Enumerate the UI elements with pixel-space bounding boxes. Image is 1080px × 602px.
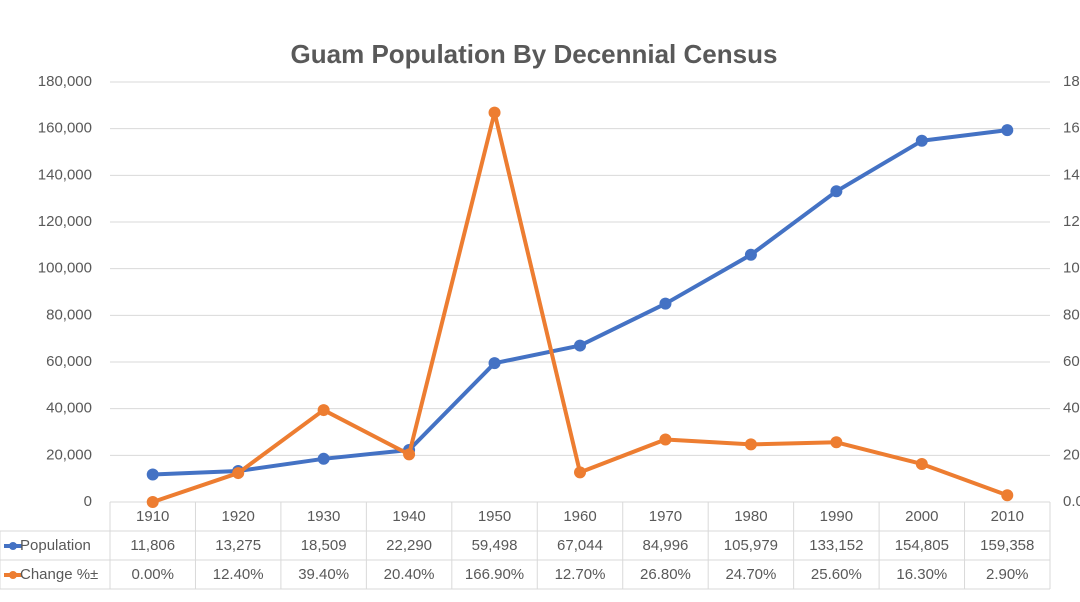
x-tick-label: 1930 [307, 508, 340, 525]
marker [744, 438, 757, 451]
table-value: 11,806 [130, 537, 175, 554]
y2-tick-label: 140.00% [1063, 166, 1080, 183]
y-tick-label: 40,000 [46, 400, 92, 417]
x-tick-label: 1960 [563, 508, 596, 525]
marker [659, 433, 672, 446]
legend-key-marker [9, 571, 17, 579]
table-value: 12.70% [555, 566, 606, 583]
table-value: 2.90% [986, 566, 1029, 583]
legend-label: Change %± [20, 566, 98, 583]
y-tick-label: 100,000 [38, 260, 92, 277]
marker [1001, 489, 1014, 502]
y2-tick-label: 40.00% [1063, 400, 1080, 417]
table-value: 25.60% [811, 566, 862, 583]
marker [146, 468, 159, 481]
table-value: 105,979 [724, 537, 778, 554]
marker [830, 436, 843, 449]
marker [659, 297, 672, 310]
marker [488, 357, 501, 370]
y-tick-label: 0 [84, 493, 92, 510]
table-value: 67,044 [557, 537, 603, 554]
table-value: 84,996 [643, 537, 689, 554]
marker [574, 466, 586, 479]
marker [317, 452, 330, 465]
table-value: 18,509 [301, 537, 347, 554]
table-value: 59,498 [472, 537, 518, 554]
marker [1001, 124, 1014, 137]
y-tick-label: 60,000 [46, 353, 92, 370]
series-line [152, 128, 1008, 477]
y2-tick-label: 60.00% [1063, 353, 1080, 370]
table-value: 0.00% [131, 566, 174, 583]
table-value: 133,152 [809, 537, 863, 554]
marker [146, 496, 159, 508]
table-value: 166.90% [465, 566, 524, 583]
y2-tick-label: 80.00% [1063, 306, 1080, 323]
x-tick-label: 1950 [478, 508, 511, 525]
marker [830, 185, 843, 198]
x-tick-label: 1910 [136, 508, 169, 525]
y2-tick-label: 100.00% [1063, 260, 1080, 277]
legend-label: Population [20, 537, 91, 554]
marker [744, 248, 757, 261]
x-tick-label: 1970 [649, 508, 682, 525]
table-value: 154,805 [895, 537, 949, 554]
y2-tick-label: 160.00% [1063, 120, 1080, 137]
marker [317, 404, 330, 417]
y-tick-label: 160,000 [38, 120, 92, 137]
table-value: 13,275 [215, 537, 261, 554]
y-tick-label: 140,000 [38, 166, 92, 183]
table-value: 12.40% [213, 566, 264, 583]
legend-key-marker [9, 542, 17, 550]
marker [232, 467, 245, 480]
x-tick-label: 1990 [820, 508, 853, 525]
marker [488, 106, 501, 119]
table-value: 26.80% [640, 566, 691, 583]
marker [915, 457, 928, 470]
marker [915, 134, 928, 147]
table-value: 22,290 [386, 537, 432, 554]
y-tick-label: 80,000 [46, 306, 92, 323]
table-value: 16.30% [896, 566, 947, 583]
table-value: 39.40% [298, 566, 349, 583]
y2-tick-label: 120.00% [1063, 213, 1080, 230]
chart-title: Guam Population By Decennial Census [291, 39, 778, 69]
table-value: 159,358 [980, 537, 1034, 554]
x-tick-label: 2000 [905, 508, 938, 525]
y-tick-label: 180,000 [38, 73, 92, 90]
marker [574, 339, 586, 352]
x-tick-label: 1920 [221, 508, 254, 525]
y2-tick-label: 0.00% [1063, 493, 1080, 510]
marker [403, 448, 416, 461]
y2-tick-label: 20.00% [1063, 446, 1080, 463]
y2-tick-label: 180.00% [1063, 73, 1080, 90]
series-line [152, 110, 1008, 504]
x-tick-label: 1940 [392, 508, 425, 525]
table-value: 20.40% [384, 566, 435, 583]
y-tick-label: 120,000 [38, 213, 92, 230]
x-tick-label: 1980 [734, 508, 767, 525]
x-tick-label: 2010 [991, 508, 1024, 525]
y-tick-label: 20,000 [46, 446, 92, 463]
table-value: 24.70% [725, 566, 776, 583]
